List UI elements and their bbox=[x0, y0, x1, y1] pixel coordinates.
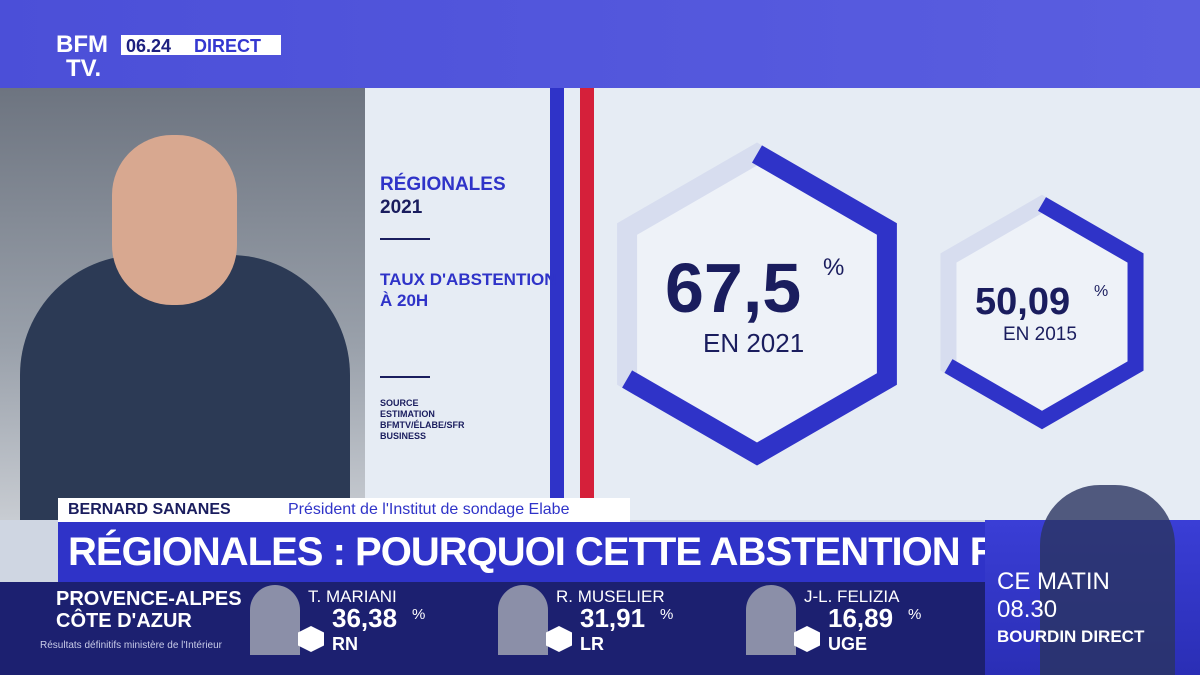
hex-accent bbox=[622, 145, 897, 466]
guest-name: BERNARD SANANES bbox=[68, 501, 231, 518]
source: SOURCE ESTIMATION BFMTV/ÉLABE/SFR BUSINESS bbox=[380, 398, 465, 442]
candidate-name: R. MUSELIER bbox=[556, 587, 665, 606]
name-strip bbox=[58, 498, 630, 522]
headline-bar bbox=[58, 522, 985, 582]
candidate-name: T. MARIANI bbox=[308, 587, 397, 606]
program-line: CE MATIN bbox=[997, 568, 1110, 595]
candidate-name: J-L. FELIZIA bbox=[804, 587, 900, 606]
clock-badge bbox=[121, 35, 281, 55]
candidate-unit: % bbox=[908, 606, 922, 623]
candidate-unit: % bbox=[412, 606, 426, 623]
results-source: Résultats définitifs ministère de l'Inté… bbox=[40, 640, 222, 651]
candidate-score: 36,38 bbox=[332, 603, 398, 633]
live-label: DIRECT bbox=[194, 36, 261, 56]
candidate-photo bbox=[746, 585, 796, 655]
divider bbox=[380, 238, 430, 240]
previous-unit: % bbox=[1094, 283, 1109, 300]
candidate-unit: % bbox=[660, 606, 674, 623]
candidate-score: 16,89 bbox=[828, 603, 894, 633]
results-bar bbox=[0, 582, 985, 675]
presenter-head bbox=[112, 135, 237, 305]
clock: 06.24 bbox=[126, 36, 172, 56]
source-line: BUSINESS bbox=[380, 431, 427, 441]
source-line: SOURCE bbox=[380, 398, 419, 408]
candidate-party: UGE bbox=[828, 634, 868, 654]
blue-stripe bbox=[550, 88, 564, 498]
logo-bottom: TV. bbox=[66, 55, 102, 82]
info-subtitle: À 20H bbox=[380, 291, 429, 310]
program-time: 08.30 bbox=[997, 596, 1058, 623]
program-show: BOURDIN DIRECT bbox=[997, 627, 1145, 646]
previous-value: 50,09 bbox=[975, 281, 1071, 323]
hex-accent bbox=[944, 197, 1144, 430]
source-line: BFMTV/ÉLABE/SFR bbox=[380, 420, 465, 430]
candidate-photo bbox=[498, 585, 548, 655]
region: PROVENCE-ALPES bbox=[56, 588, 242, 610]
headline: RÉGIONALES : POURQUOI CETTE ABSTENTION R… bbox=[68, 530, 1138, 574]
current-unit: % bbox=[823, 254, 845, 281]
source-line: ESTIMATION bbox=[380, 409, 435, 419]
candidate-party: LR bbox=[580, 634, 604, 654]
guest-role: Président de l'Institut de sondage Elabe bbox=[288, 501, 570, 518]
info-year: 2021 bbox=[380, 197, 423, 218]
candidate-photo bbox=[250, 585, 300, 655]
hexagons bbox=[617, 142, 1144, 466]
previous-label: EN 2015 bbox=[1003, 324, 1077, 345]
logo-top: BFM bbox=[56, 31, 108, 58]
divider bbox=[380, 376, 430, 378]
red-stripe bbox=[580, 88, 594, 498]
current-label: EN 2021 bbox=[703, 328, 805, 358]
current-value: 67,5 bbox=[665, 249, 802, 327]
candidate-party: RN bbox=[332, 634, 358, 654]
host-photo bbox=[1040, 485, 1175, 675]
info-subtitle: TAUX D'ABSTENTION bbox=[380, 270, 557, 289]
info-title: RÉGIONALES bbox=[380, 174, 506, 195]
candidate-score: 31,91 bbox=[580, 603, 646, 633]
region: CÔTE D'AZUR bbox=[56, 610, 192, 632]
